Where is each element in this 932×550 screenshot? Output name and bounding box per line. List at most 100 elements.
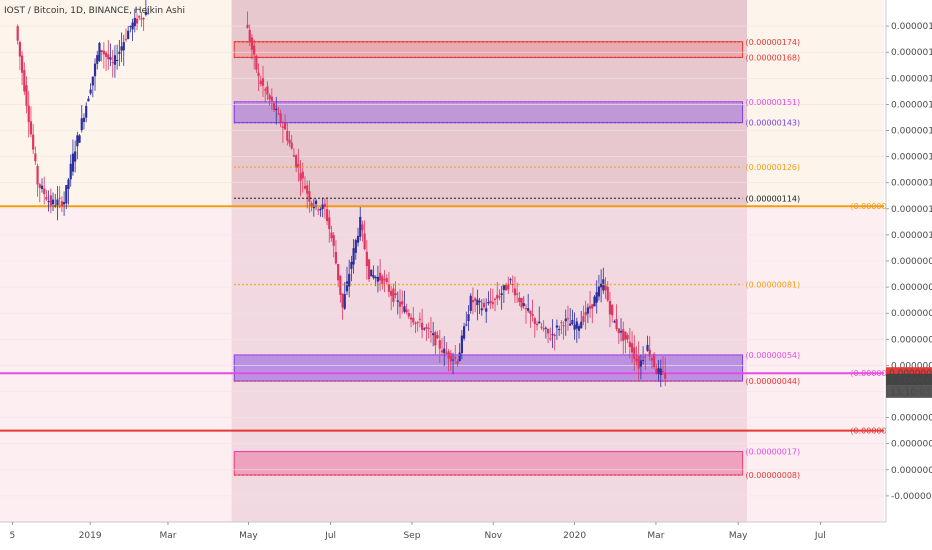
candle-body-133	[407, 313, 410, 317]
candle-body-150	[445, 352, 448, 354]
candle-body-175	[500, 293, 503, 296]
x-tick-label-4: Jul	[324, 531, 336, 541]
candle-body-193	[540, 326, 543, 328]
supply-zone-purple	[233, 101, 744, 124]
candle-body-75	[279, 113, 282, 124]
candle-body-195	[544, 327, 547, 329]
candle-body-87	[306, 185, 309, 194]
candle-body-161	[469, 295, 472, 311]
level-label-1: (0.00000168)	[746, 53, 801, 62]
zone-upper	[0, 0, 884, 207]
candle-body-180	[511, 284, 514, 286]
y-axis-panel	[886, 0, 932, 550]
x-tick-label-1: 2019	[79, 531, 102, 541]
candle-body-138	[418, 318, 421, 320]
candle-body-235	[633, 347, 636, 360]
level-label-6: (0.00000081)	[746, 280, 801, 289]
candle-body-116	[370, 269, 373, 277]
x-tick-label-0: 5	[10, 531, 16, 541]
supply-zone-top	[233, 41, 744, 58]
candle-body-232	[626, 335, 629, 340]
candle-body-46	[118, 51, 121, 54]
candle-body-66	[259, 80, 262, 85]
candle-body-130	[401, 301, 404, 305]
candle-body-23	[67, 179, 70, 189]
candle-body-62	[250, 37, 254, 50]
level-label-10: (0.00000008)	[746, 471, 801, 480]
level-label-3: (0.00000143)	[746, 119, 801, 128]
candle-body-121	[381, 276, 384, 285]
candle-body-111	[359, 216, 362, 237]
candle-body-203	[562, 325, 565, 327]
candle-body-143	[429, 331, 433, 333]
candle-body-99	[332, 235, 335, 246]
candle-body-183	[518, 297, 521, 302]
candle-body-188	[529, 311, 532, 314]
candle-body-185	[522, 303, 525, 307]
candle-body-147	[438, 340, 441, 349]
level-label-7: (0.00000054)	[746, 351, 801, 360]
candle-body-146	[436, 335, 439, 339]
zone-lower	[0, 206, 884, 522]
candle-body-225	[611, 305, 614, 316]
candle-body-101	[337, 264, 340, 281]
candle-body-65	[257, 72, 260, 76]
y-tick-label-8: 0.00000100	[891, 231, 932, 241]
candle-body-160	[467, 314, 470, 322]
candle-body-148	[440, 350, 444, 353]
candle-body-40	[104, 52, 108, 57]
candle-body-56	[140, 18, 143, 20]
candle-body-124	[387, 284, 391, 292]
candle-body-192	[538, 321, 541, 324]
candle-body-97	[328, 217, 331, 230]
candle-body-25	[71, 153, 75, 172]
chart-title: IOST / Bitcoin, 1D, BINANCE, Heikin Ashi	[4, 6, 185, 16]
candle-body-231	[624, 331, 627, 340]
y-tick-label-9: 0.00000090	[891, 257, 932, 267]
candle-body-24	[69, 163, 72, 180]
demand-zone-pink	[233, 451, 744, 476]
candle-body-33	[89, 89, 92, 94]
candle-body-186	[524, 308, 528, 310]
candle-body-172	[493, 298, 497, 300]
candle-body-174	[498, 296, 501, 298]
candle-body-12	[43, 188, 46, 195]
candle-body-136	[414, 322, 417, 324]
candle-body-157	[460, 335, 463, 354]
candle-body-208	[573, 324, 576, 330]
candle-body-200	[555, 325, 559, 328]
candle-body-151	[447, 351, 450, 359]
y-tick-label-10: 0.00000080	[891, 283, 932, 293]
candle-body-238	[639, 360, 642, 367]
candle-body-215	[588, 305, 592, 309]
candle-body-210	[577, 326, 581, 331]
candle-body-79	[288, 139, 291, 144]
candle-body-59	[146, 13, 150, 15]
candle-body-226	[613, 321, 616, 323]
candle-body-248	[661, 371, 665, 373]
candle-body-32	[87, 98, 90, 102]
candle-body-6	[29, 121, 33, 135]
candle-body-85	[301, 171, 304, 179]
candle-body-58	[144, 11, 147, 15]
candle-body-149	[443, 348, 446, 354]
candle-body-156	[458, 352, 461, 362]
countdown-badge	[886, 385, 932, 398]
candle-body-114	[365, 251, 368, 267]
candle-body-31	[85, 105, 88, 118]
candle-body-244	[653, 353, 656, 367]
horizontal-lines: (0.00000111) (0.00000047) (0.00000025)	[0, 202, 905, 436]
candle-body-234	[630, 343, 634, 353]
candle-body-42	[109, 57, 112, 60]
candle-body-84	[299, 173, 302, 181]
candle-body-242	[648, 349, 651, 357]
candle-body-96	[325, 209, 329, 222]
candle-body-39	[102, 50, 105, 55]
x-tick-label-10: Jul	[814, 531, 826, 541]
candle-body-197	[549, 338, 552, 340]
candle-body-123	[385, 277, 388, 283]
candle-body-107	[350, 261, 353, 269]
candle-body-60	[246, 24, 249, 29]
